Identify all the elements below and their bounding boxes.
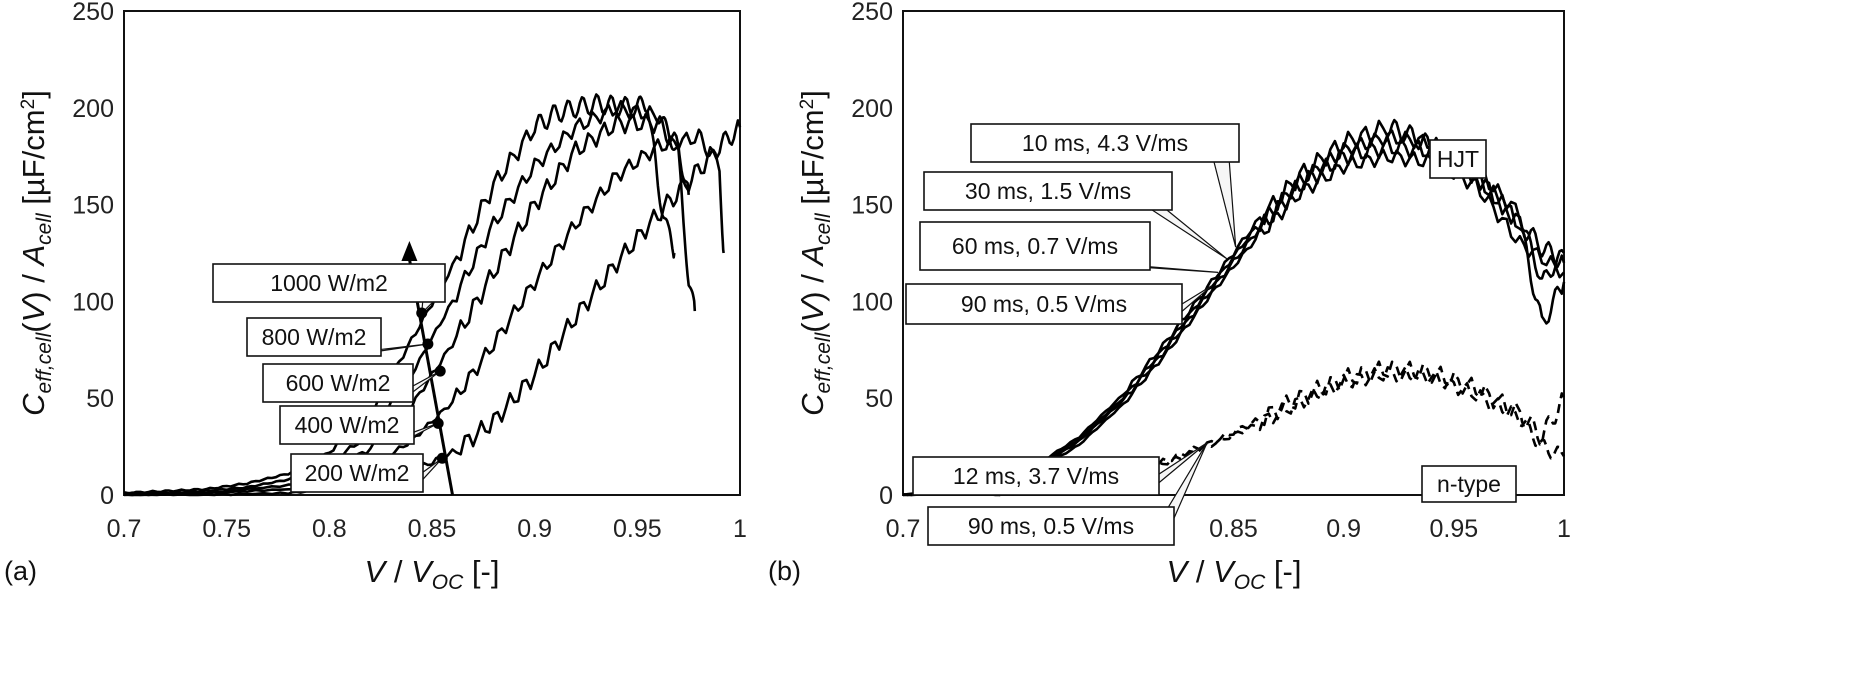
y-tick-label: 100: [851, 288, 893, 316]
x-tick-label: 1: [1557, 515, 1571, 543]
intersection-marker: [436, 452, 448, 464]
x-tick-label: 0.75: [202, 515, 251, 543]
callout-label: 12 ms, 3.7 V/ms: [953, 463, 1119, 489]
intersection-marker: [434, 365, 446, 377]
callout-box: [919, 221, 1151, 271]
intersection-marker: [422, 338, 434, 350]
y-tick-label: 250: [851, 0, 893, 26]
callout-label: n-type: [1437, 471, 1501, 497]
panel-a: 0 50 100 150 200 250 0.7 0.75 0.8 0.85 0.9 0.95 1 1…: [4, 0, 747, 594]
y-tick-label: 50: [86, 385, 114, 413]
panel-a-label: (a): [4, 556, 37, 586]
callout-label: 10 ms, 4.3 V/ms: [1022, 130, 1188, 156]
y-tick-label: 200: [72, 95, 114, 123]
callout-label: HJT: [1437, 146, 1479, 172]
panel-b-y-ticks: 0 50 100 150 200 250: [851, 0, 893, 510]
x-tick-label: 0.95: [613, 515, 662, 543]
callout-box: [923, 171, 1173, 211]
panel-a-y-ticks: 0 50 100 150 200 250: [72, 0, 114, 510]
x-tick-label: 0.8: [312, 515, 347, 543]
callout-leader: [1212, 157, 1237, 248]
x-tick-label: 0.85: [1209, 515, 1258, 543]
callout-label: 800 W/m2: [262, 324, 367, 350]
callout-label: 60 ms, 0.7 V/ms: [952, 233, 1118, 259]
callout-box: [912, 456, 1160, 496]
callout-box: [279, 405, 415, 445]
panel-b-annotations: 10 ms, 4.3 V/ms 30 ms, 1.5 V/ms 60 ms, 0.7…: [905, 123, 1517, 546]
callout-box: [290, 453, 424, 493]
panel-b-x-axis-label: V / VOC [-]: [1167, 554, 1302, 594]
y-tick-label: 200: [851, 95, 893, 123]
y-tick-label: 150: [851, 192, 893, 220]
callout-leader: [1143, 205, 1228, 260]
panel-a-x-axis-label: V / VOC [-]: [365, 554, 500, 594]
x-tick-label: 0.9: [1326, 515, 1361, 543]
callout-box: [1421, 465, 1517, 503]
y-tick-label: 150: [72, 192, 114, 220]
x-tick-label: 0.7: [107, 515, 142, 543]
y-tick-label: 0: [879, 482, 893, 510]
callout-box: [970, 123, 1240, 163]
panel-a-annotations: 1000 W/m2 800 W/m2 600 W/m2 400 W/m2 200 W/m…: [212, 241, 455, 496]
callout-label: 200 W/m2: [305, 460, 410, 486]
callout-label: 90 ms, 0.5 V/ms: [968, 513, 1134, 539]
x-tick-label: 1: [733, 515, 747, 543]
y-tick-label: 50: [865, 385, 893, 413]
intersection-marker: [432, 417, 444, 429]
y-tick-label: 250: [72, 0, 114, 26]
callout-box: [212, 263, 446, 303]
callout-box: [1429, 139, 1487, 179]
panel-a-x-ticks: 0.7 0.75 0.8 0.85 0.9 0.95 1: [107, 515, 747, 543]
callout-box: [262, 363, 414, 403]
y-tick-label: 0: [100, 482, 114, 510]
callout-box: [905, 283, 1183, 325]
panel-a-plot-frame: [123, 10, 741, 496]
trend-arrow-head: [401, 241, 418, 261]
callout-label: 600 W/m2: [286, 370, 391, 396]
x-tick-label: 0.85: [408, 515, 457, 543]
callout-label: 90 ms, 0.5 V/ms: [961, 291, 1127, 317]
y-tick-label: 100: [72, 288, 114, 316]
intersection-marker: [416, 307, 428, 319]
callout-label: 1000 W/m2: [270, 270, 388, 296]
callout-box: [246, 317, 382, 357]
x-tick-label: 0.95: [1429, 515, 1478, 543]
x-tick-label: 0.7: [886, 515, 921, 543]
panel-b-y-axis-label: Ceff,cell(V) / Acell [µF/cm2]: [795, 90, 835, 416]
callout-box: [927, 506, 1175, 546]
x-tick-label: 0.9: [517, 515, 552, 543]
panel-b-label: (b): [768, 556, 801, 586]
callout-label: 400 W/m2: [295, 412, 400, 438]
callout-label: 30 ms, 1.5 V/ms: [965, 178, 1131, 204]
series-line: [123, 93, 676, 495]
panel-a-y-axis-label: Ceff,cell(V) / Acell [µF/cm2]: [16, 90, 56, 416]
